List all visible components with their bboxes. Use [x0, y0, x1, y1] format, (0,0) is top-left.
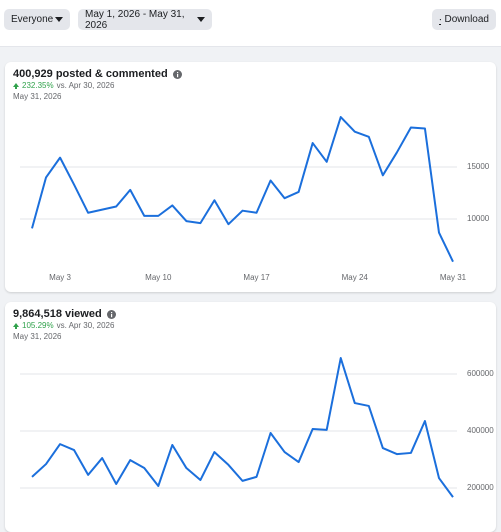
info-icon[interactable]: [172, 69, 182, 79]
change-row: 232.35% vs. Apr 30, 2026: [13, 81, 114, 90]
audience-label: Everyone: [11, 14, 54, 25]
change-value: 105.29%: [22, 321, 54, 330]
x-tick-label: May 10: [145, 273, 172, 282]
card-title-row: 9,864,518 viewed: [13, 308, 116, 320]
x-tick-label: May 3: [49, 273, 71, 282]
chart-card: 10000 15000 May 3 May 10 May 17 May 24 May 31 …: [5, 62, 496, 292]
date-range-dropdown[interactable]: May 1, 2026 - May 31, 2026: [78, 8, 212, 31]
x-tick-label: May 31: [440, 273, 467, 282]
y-tick-label: 400000: [467, 426, 494, 435]
up-arrow: [13, 322, 19, 329]
card-date: May 31, 2026: [13, 92, 62, 101]
comparison: vs. Apr 30, 2026: [56, 321, 115, 330]
toolbar: Everyone May 1, 2026 - May 31, 2026 Down…: [0, 0, 501, 47]
info-icon[interactable]: [106, 309, 116, 319]
up-arrow: [13, 82, 19, 89]
y-tick-label: 10000: [467, 214, 490, 223]
data-line: [31, 116, 454, 263]
dropdown-arrow: [197, 17, 205, 22]
chart-card: 200000 400000 600000 9,864,518 viewed 105.…: [5, 302, 496, 532]
card-title: 400,929 posted & commented: [13, 68, 168, 80]
date-range-label: May 1, 2026 - May 31, 2026: [85, 8, 185, 31]
y-tick-label: 15000: [467, 162, 490, 171]
change-row: 105.29% vs. Apr 30, 2026: [13, 321, 114, 330]
download-button[interactable]: Download: [432, 9, 496, 30]
card-title: 9,864,518 viewed: [13, 308, 102, 320]
download-label: Download: [444, 14, 489, 25]
dropdown-arrow: [55, 17, 63, 22]
x-tick-label: May 24: [342, 273, 369, 282]
comparison: vs. Apr 30, 2026: [56, 81, 115, 90]
x-tick-label: May 17: [243, 273, 270, 282]
y-tick-label: 200000: [467, 483, 494, 492]
card-date: May 31, 2026: [13, 332, 62, 341]
change-value: 232.35%: [22, 81, 54, 90]
card-title-row: 400,929 posted & commented: [13, 68, 182, 80]
download-icon: [439, 18, 441, 25]
chart: 10000 15000 May 3 May 10 May 17 May 24 May 31: [20, 116, 490, 282]
y-tick-label: 600000: [467, 369, 494, 378]
data-line: [31, 357, 454, 498]
audience-dropdown[interactable]: Everyone: [4, 9, 70, 30]
chart: 200000 400000 600000: [20, 357, 494, 498]
